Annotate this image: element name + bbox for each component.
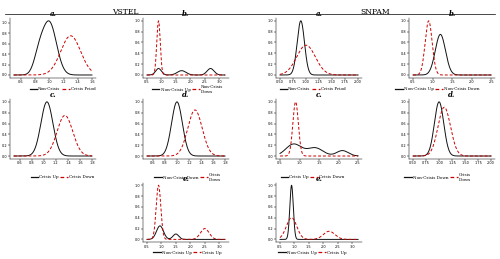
- Title: a.: a.: [50, 10, 56, 18]
- Title: c.: c.: [50, 91, 56, 99]
- Legend: Crisis Up, Crisis Down: Crisis Up, Crisis Down: [29, 174, 96, 181]
- Text: VSTEL: VSTEL: [112, 8, 138, 16]
- Text: SNPAM: SNPAM: [360, 8, 390, 16]
- Title: d.: d.: [182, 91, 190, 99]
- Legend: Non-Crisis, Crisis Priod: Non-Crisis, Crisis Priod: [28, 86, 97, 93]
- Legend: Non-Crisis, Crisis Priod: Non-Crisis, Crisis Priod: [278, 86, 347, 93]
- Title: b.: b.: [182, 10, 190, 18]
- Title: b.: b.: [448, 10, 456, 18]
- Legend: Non-Crisis Up, Non-Crisis Down: Non-Crisis Up, Non-Crisis Down: [394, 86, 482, 93]
- Legend: Non-Crisis Down, Crisis
Down: Non-Crisis Down, Crisis Down: [402, 171, 472, 183]
- Legend: Non-Crisis Up, Non-Crisis
Down: Non-Crisis Up, Non-Crisis Down: [150, 83, 224, 95]
- Legend: Crisis Up, Crisis Down: Crisis Up, Crisis Down: [279, 174, 346, 181]
- Title: a.: a.: [316, 10, 322, 18]
- Legend: Non-Crisis Up, Crisis Up: Non-Crisis Up, Crisis Up: [276, 249, 348, 256]
- Title: e.: e.: [316, 175, 322, 183]
- Title: d.: d.: [448, 91, 456, 99]
- Title: c.: c.: [316, 91, 322, 99]
- Legend: Non-Crisis Up, Crisis Up: Non-Crisis Up, Crisis Up: [152, 249, 224, 256]
- Legend: Non-Crisis Down, Crisis
Down: Non-Crisis Down, Crisis Down: [152, 171, 222, 183]
- Title: e.: e.: [182, 175, 190, 183]
